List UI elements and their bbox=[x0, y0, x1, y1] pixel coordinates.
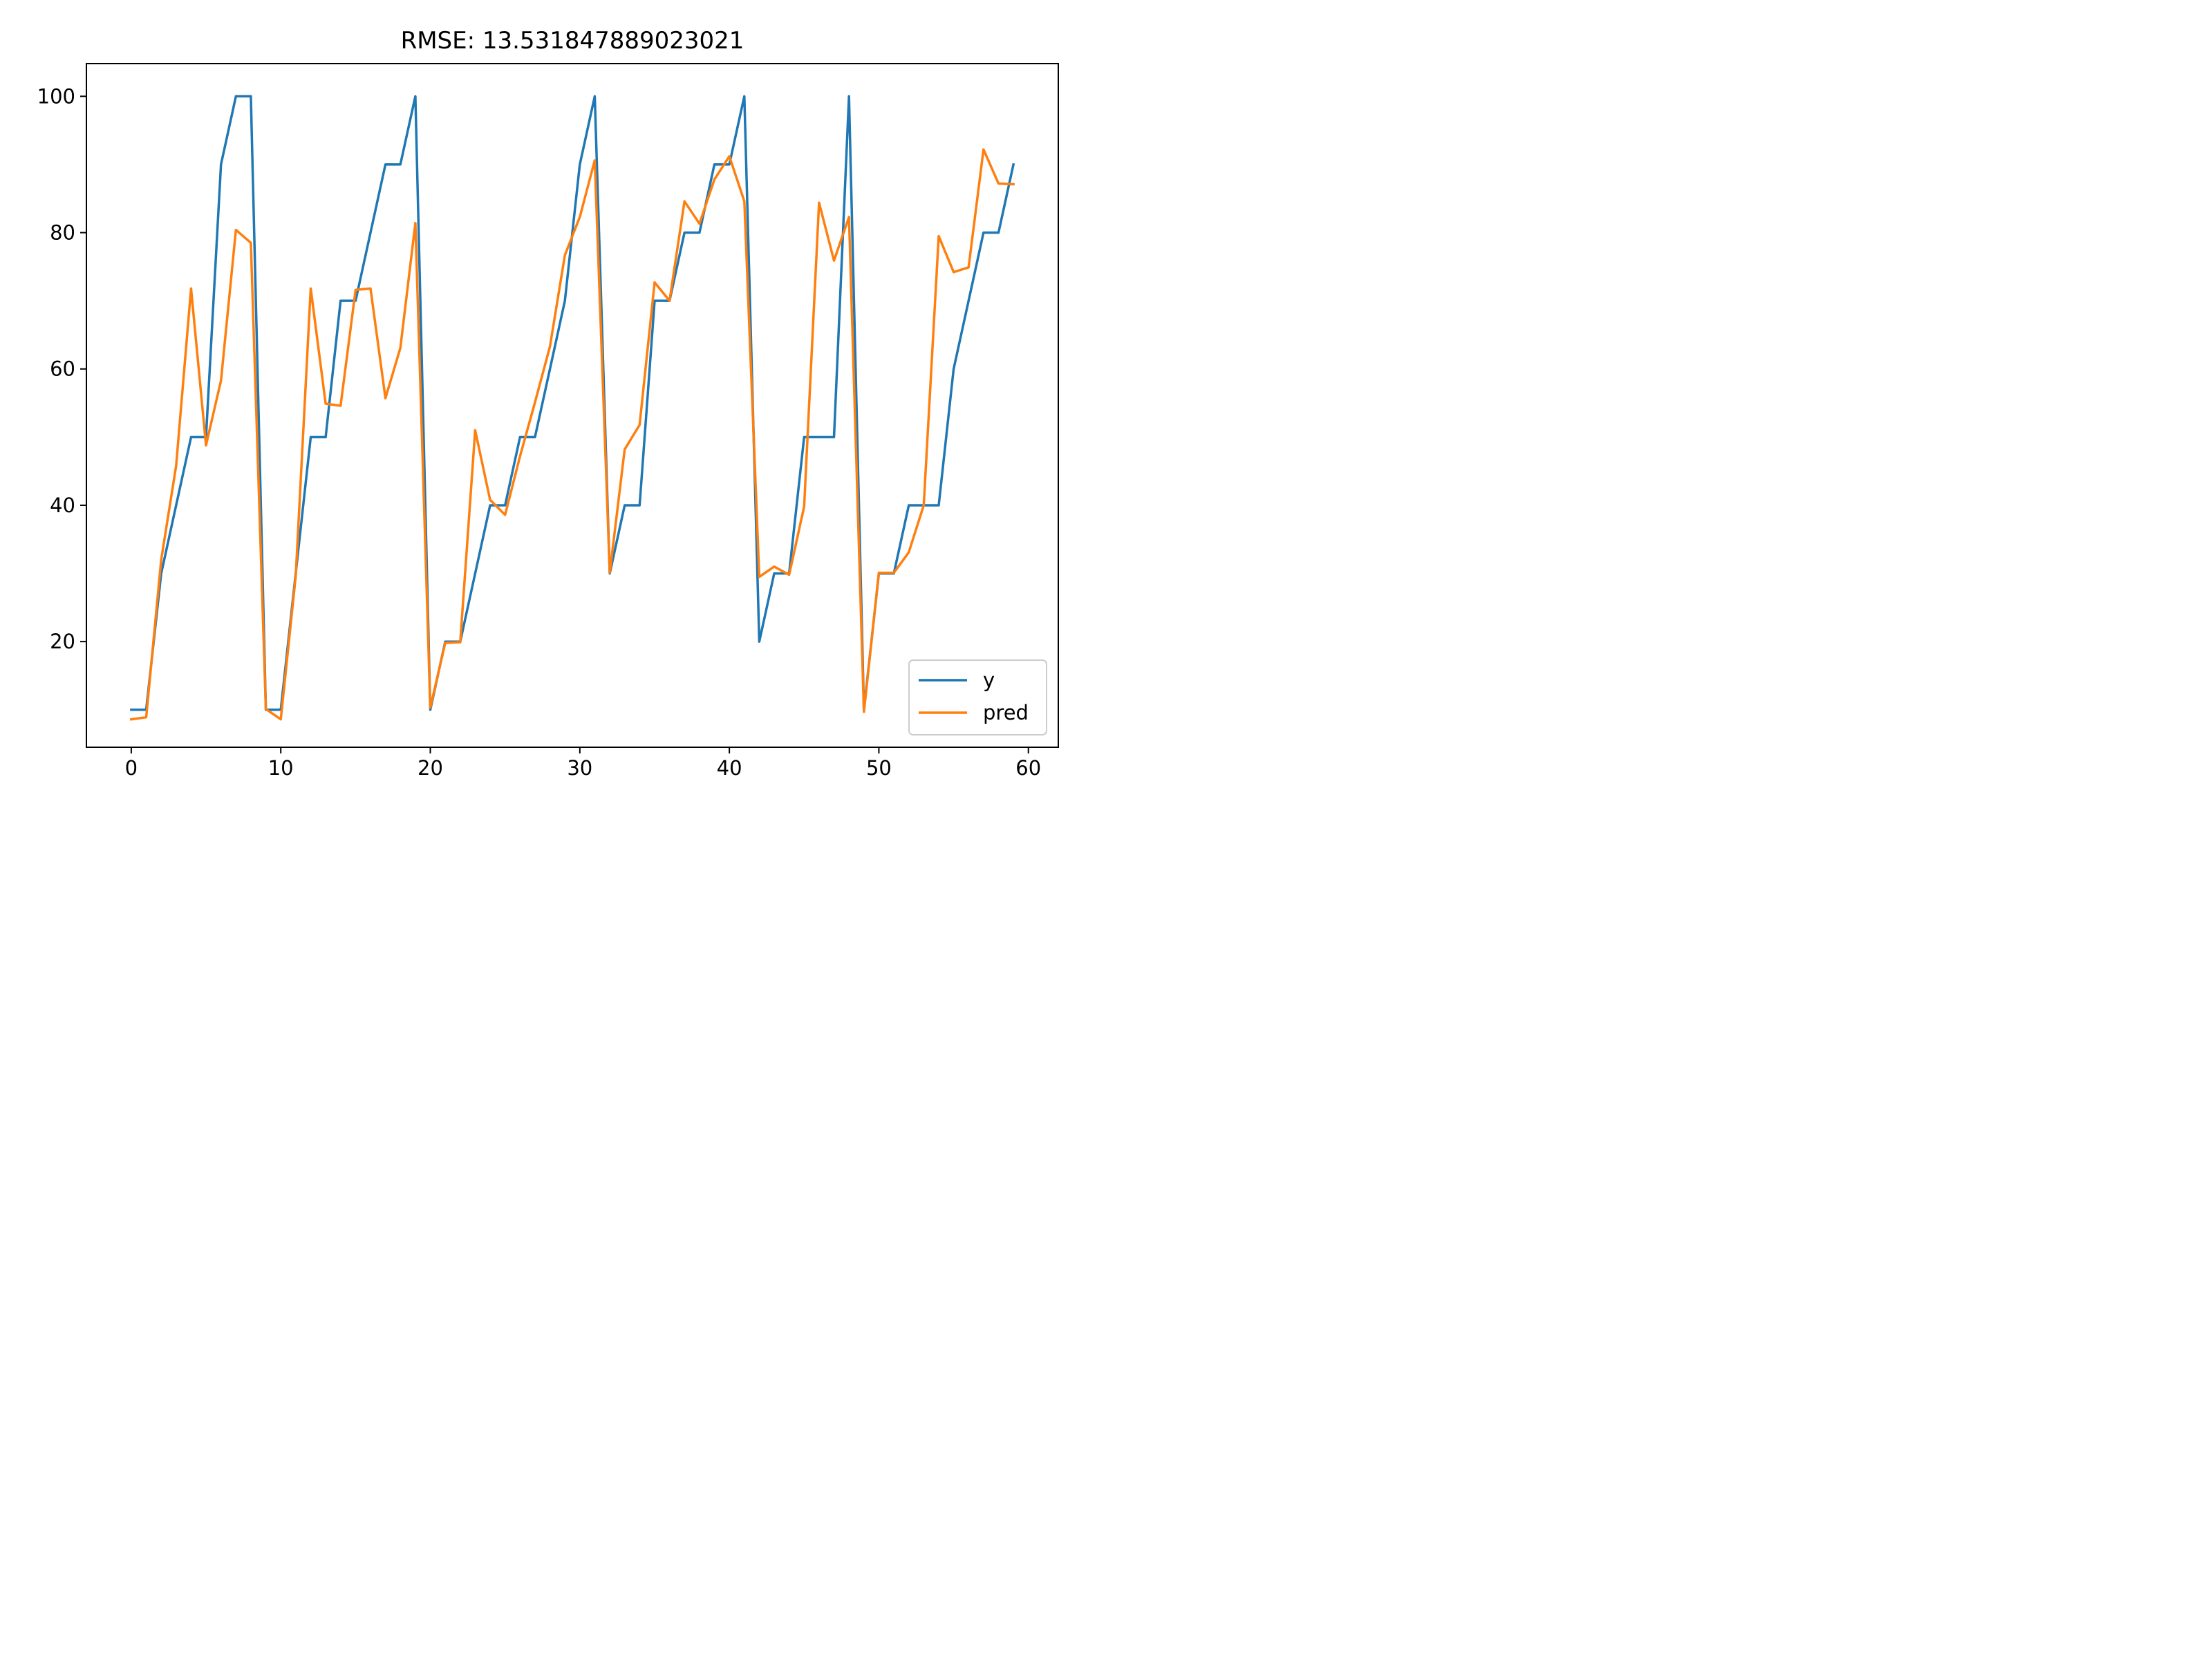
x-tick-label: 30 bbox=[567, 756, 592, 780]
x-tick-label: 0 bbox=[125, 756, 138, 780]
plot-area: 0 10 20 30 40 50 60 20 40 60 80 100 bbox=[37, 84, 1042, 780]
x-tick-label: 50 bbox=[866, 756, 892, 780]
line-chart: RMSE: 13.531847889023021 0 10 20 30 40 50 60 20… bbox=[0, 0, 1079, 809]
y-tick-label: 80 bbox=[50, 221, 75, 245]
x-tick-label: 10 bbox=[268, 756, 294, 780]
x-tick-label: 20 bbox=[418, 756, 443, 780]
legend: y pred bbox=[908, 659, 1047, 735]
legend-box bbox=[908, 659, 1047, 735]
legend-label-pred: pred bbox=[983, 701, 1029, 724]
y-tick-label: 40 bbox=[50, 494, 75, 517]
legend-label-y: y bbox=[983, 668, 995, 692]
y-tick-label: 20 bbox=[50, 630, 75, 653]
chart-background bbox=[0, 0, 1079, 809]
series-line-pred bbox=[129, 148, 1015, 721]
y-tick-label: 100 bbox=[37, 84, 75, 108]
x-tick-label: 60 bbox=[1015, 756, 1041, 780]
plot-frame bbox=[86, 63, 1059, 748]
x-tick-label: 40 bbox=[717, 756, 742, 780]
chart-title: RMSE: 13.531847889023021 bbox=[401, 27, 744, 55]
y-tick-label: 60 bbox=[50, 357, 75, 381]
